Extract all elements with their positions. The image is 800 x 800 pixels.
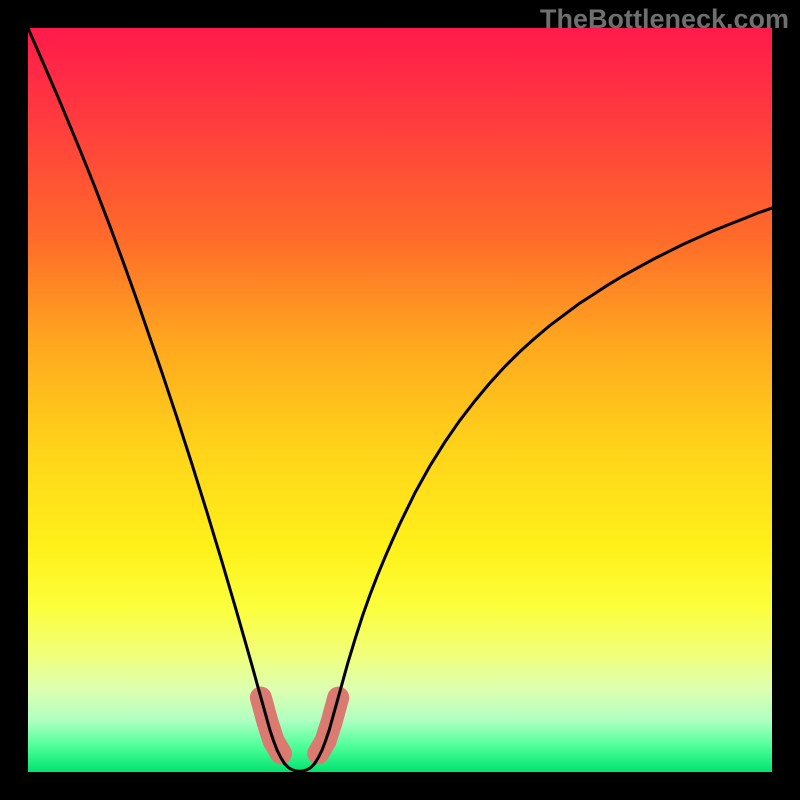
bottleneck-curve [28,28,772,771]
watermark-text: TheBottleneck.com [540,4,789,35]
plot-area [28,28,772,772]
chart-frame: TheBottleneck.com [0,0,800,800]
chart-svg [28,28,772,772]
